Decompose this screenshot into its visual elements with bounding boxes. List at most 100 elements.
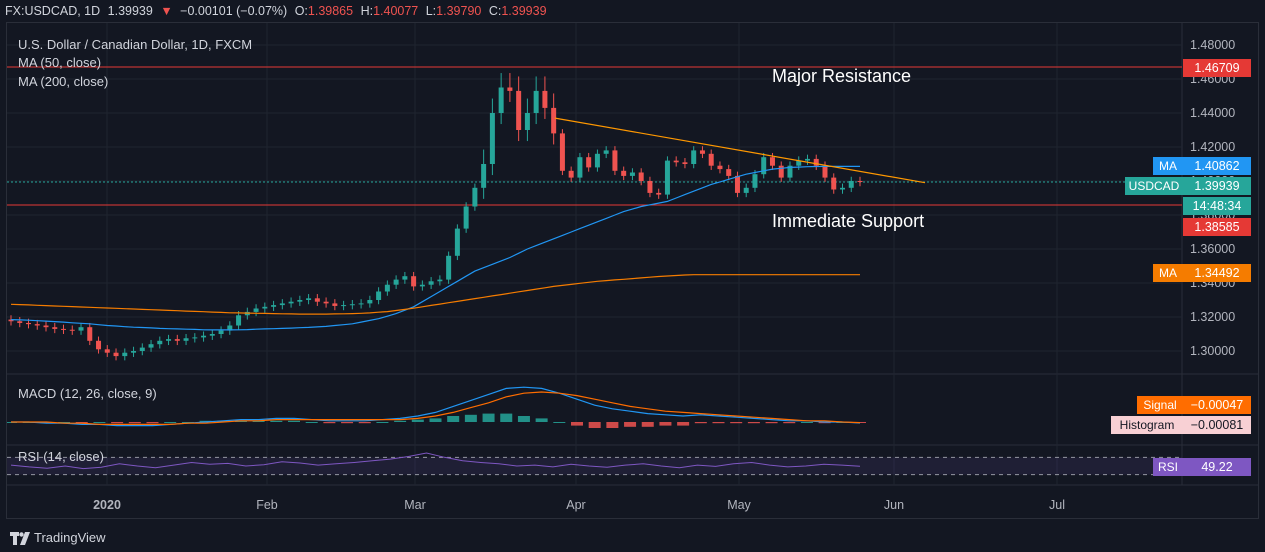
candle-body: [8, 319, 14, 322]
last-price-label: 1.39939: [1183, 177, 1251, 195]
chart-container[interactable]: 2020 Feb Mar Apr May Jun Jul 1.48000 1.46000 1.44…: [6, 22, 1259, 519]
macd-histogram-bar: [270, 420, 283, 422]
macd-legend[interactable]: MACD (12, 26, close, 9): [18, 386, 157, 401]
macd-histogram-bar: [447, 416, 460, 422]
descending-trendline: [554, 117, 926, 184]
candle-body: [454, 228, 460, 256]
x-tick-label: 2020: [93, 498, 121, 512]
candle-body: [586, 157, 592, 168]
y-tick-label: 1.42000: [1190, 140, 1235, 154]
candle-body: [131, 351, 137, 353]
candle-body: [559, 133, 565, 171]
candle-body: [516, 90, 522, 130]
low-label: L:: [425, 4, 437, 18]
macd-histogram-bar: [288, 420, 300, 422]
candle-body: [174, 339, 180, 341]
y-tick-label: 1.36000: [1190, 242, 1235, 256]
ma200-legend[interactable]: MA (200, close): [18, 74, 109, 89]
close-label: C:: [488, 4, 502, 18]
candle-body: [166, 339, 172, 341]
countdown-label: 14:48:34: [1183, 197, 1251, 215]
candle-body: [323, 301, 329, 304]
ma50-legend[interactable]: MA (50, close): [18, 55, 102, 70]
close-value: 1.39939: [501, 4, 547, 18]
macd-histogram-bar: [535, 418, 548, 422]
candle-body: [629, 172, 635, 176]
x-tick-label: May: [727, 498, 751, 512]
candle-body: [262, 306, 268, 309]
candle-body: [769, 157, 775, 166]
candle-body: [139, 347, 145, 351]
macd-histogram-bar: [358, 422, 371, 424]
macd-histogram-bar: [146, 422, 159, 424]
candle-body: [481, 164, 487, 188]
macd-histogram-bar: [765, 422, 778, 424]
macd-histogram-bar: [181, 422, 194, 423]
candle-body: [201, 335, 207, 338]
signal-value-label: −0.00047: [1183, 396, 1251, 414]
candle-body: [113, 352, 119, 357]
rsi-line: [10, 452, 861, 470]
candle-body: [411, 276, 417, 287]
macd-histogram-bar: [93, 422, 106, 423]
candle-body: [314, 298, 320, 302]
chart-canvas[interactable]: 2020 Feb Mar Apr May Jun Jul1.480001.460001.44…: [7, 23, 1258, 518]
candle-body: [682, 162, 688, 164]
candle-body: [848, 181, 854, 188]
candle-body: [621, 170, 627, 176]
candle-body: [288, 301, 294, 304]
macd-histogram-bar: [588, 422, 601, 428]
x-tick-label: Feb: [256, 498, 278, 512]
macd-histogram-bar: [305, 422, 318, 423]
candle-body: [297, 300, 303, 302]
symbol-title: FX:USDCAD, 1D: [5, 4, 101, 18]
candle-body: [402, 276, 408, 280]
candle-body: [708, 153, 714, 166]
y-tick-label: 1.44000: [1190, 106, 1235, 120]
rsi-tag: RSI: [1153, 458, 1183, 476]
candle-body: [34, 324, 40, 326]
candle-body: [43, 325, 49, 328]
candle-body: [183, 338, 189, 341]
candle-body: [236, 315, 242, 326]
candle-body: [218, 330, 224, 334]
symbol-header: FX:USDCAD, 1D 1.39939 ▼ −0.00101 (−0.07%…: [0, 0, 1265, 22]
macd-histogram-bar: [323, 422, 336, 424]
candle-body: [822, 165, 828, 178]
candle-body: [551, 107, 557, 134]
macd-histogram-bar: [730, 422, 743, 424]
usdcad-tag: USDCAD: [1125, 177, 1183, 195]
open-label: O:: [294, 4, 308, 18]
macd-histogram-bar: [659, 422, 672, 426]
candle-body: [761, 157, 767, 175]
tradingview-logo-icon[interactable]: [10, 530, 30, 546]
macd-histogram-bar: [571, 422, 583, 426]
candle-body: [804, 158, 810, 161]
macd-histogram-bar: [712, 422, 725, 424]
candle-body: [384, 284, 390, 292]
candle-body: [122, 352, 128, 357]
macd-histogram-bar: [164, 422, 177, 423]
candle-body: [376, 291, 382, 300]
candle-body: [796, 160, 802, 166]
ma200-tag: MA: [1153, 264, 1183, 282]
candle-body: [489, 113, 495, 164]
candle-body: [594, 153, 600, 168]
histogram-tag: Histogram: [1111, 416, 1183, 434]
candle-body: [358, 303, 364, 305]
price-change: −0.00101 (−0.07%): [180, 4, 288, 18]
candle-body: [524, 113, 530, 130]
macd-histogram-bar: [624, 422, 637, 427]
macd-histogram-bar: [747, 422, 760, 424]
macd-histogram-bar: [111, 422, 124, 424]
immediate-support-annotation: Immediate Support: [772, 211, 925, 231]
ma50-price-label: 1.40862: [1183, 157, 1251, 175]
open-value: 1.39865: [307, 4, 354, 18]
last-price: 1.39939: [107, 4, 153, 18]
candle-body: [393, 279, 399, 285]
macd-histogram-bar: [677, 422, 690, 426]
candle-body: [446, 255, 452, 280]
brand-name[interactable]: TradingView: [34, 530, 106, 545]
candle-body: [209, 334, 215, 336]
rsi-legend[interactable]: RSI (14, close): [18, 449, 104, 464]
